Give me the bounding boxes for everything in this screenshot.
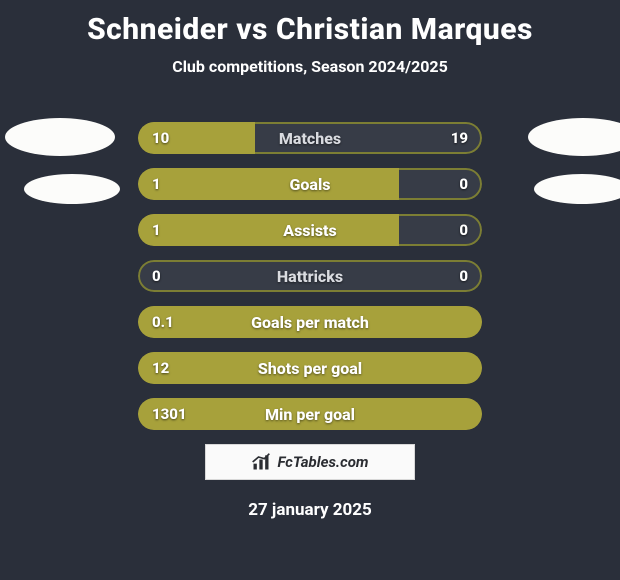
stat-bars: Matches1019Goals10Assists10Hattricks00Go… (138, 122, 482, 444)
stat-row: Shots per goal12 (138, 352, 482, 384)
player2-name: Christian Marques (276, 12, 533, 47)
stat-value-left: 10 (152, 122, 169, 154)
stat-row: Goals1 0 (138, 168, 482, 200)
stat-label: Matches (138, 122, 482, 154)
stat-value-left: 12 (152, 352, 169, 384)
brand-badge: FcTables.com (205, 444, 415, 480)
comparison-title: Schneider vs Christian Marques (0, 0, 620, 47)
stat-value-right: 0 (459, 214, 468, 246)
stat-label: Assists (138, 214, 482, 246)
stat-label: Hattricks (138, 260, 482, 292)
stat-label: Goals per match (138, 306, 482, 338)
player1-photo (5, 118, 115, 156)
stat-value-right: 19 (451, 122, 468, 154)
stat-row: Matches10 19 (138, 122, 482, 154)
player2-photo (528, 118, 620, 156)
stat-label: Shots per goal (138, 352, 482, 384)
stat-value-right: 0 (459, 168, 468, 200)
subtitle: Club competitions, Season 2024/2025 (0, 57, 620, 76)
stat-value-right: 0 (459, 260, 468, 292)
footer-date: 27 january 2025 (0, 500, 620, 520)
stat-row: Hattricks0 0 (138, 260, 482, 292)
stat-row: Goals per match0.1 (138, 306, 482, 338)
stat-label: Goals (138, 168, 482, 200)
brand-text: FcTables.com (277, 453, 368, 471)
stat-row: Assists1 0 (138, 214, 482, 246)
stat-value-left: 1301 (152, 398, 187, 430)
brand-logo-icon (251, 452, 271, 472)
stat-value-left: 0.1 (152, 306, 174, 338)
player1-name: Schneider (87, 12, 228, 47)
stat-row: Min per goal1301 (138, 398, 482, 430)
stat-label: Min per goal (138, 398, 482, 430)
stat-value-left: 1 (152, 168, 161, 200)
stat-value-left: 0 (152, 260, 161, 292)
stat-value-left: 1 (152, 214, 161, 246)
vs-text: vs (236, 12, 268, 47)
player1-club-logo (24, 174, 120, 204)
player2-club-logo (534, 174, 620, 204)
